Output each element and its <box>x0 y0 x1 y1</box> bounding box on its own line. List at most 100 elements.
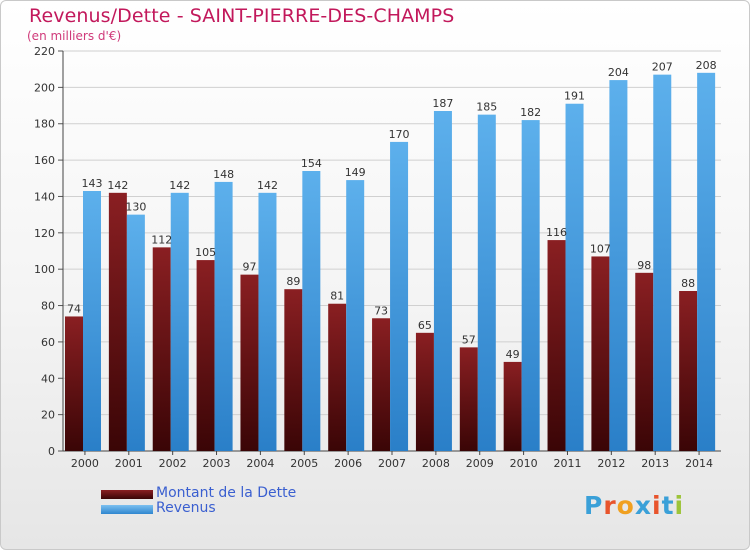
logo-letter: i <box>674 491 685 520</box>
bar-dette <box>415 332 434 451</box>
bar-revenus <box>697 72 716 452</box>
value-label-revenus: 149 <box>345 166 366 179</box>
x-tick-label: 2014 <box>685 457 713 470</box>
bar-revenus <box>477 114 496 452</box>
y-tick-label: 180 <box>34 118 55 131</box>
y-tick-label: 80 <box>41 300 55 313</box>
value-label-revenus: 185 <box>476 101 497 114</box>
bar-dette <box>372 318 391 451</box>
bar-dette <box>547 240 566 451</box>
bar-dette <box>635 272 654 451</box>
value-label-revenus: 170 <box>389 128 410 141</box>
value-label-dette: 57 <box>462 333 476 346</box>
x-tick-label: 2005 <box>290 457 318 470</box>
value-label-dette: 107 <box>590 242 611 255</box>
value-label-dette: 98 <box>637 259 651 272</box>
y-tick-label: 160 <box>34 154 55 167</box>
x-tick-label: 2012 <box>597 457 625 470</box>
value-label-dette: 142 <box>107 179 128 192</box>
value-label-revenus: 148 <box>213 168 234 181</box>
bar-dette <box>152 247 171 451</box>
logo-letter: t <box>661 491 675 520</box>
value-label-revenus: 154 <box>301 157 322 170</box>
bar-revenus <box>258 192 277 451</box>
x-tick-label: 2009 <box>466 457 494 470</box>
value-label-dette: 116 <box>546 226 567 239</box>
x-tick-label: 2010 <box>510 457 538 470</box>
value-label-revenus: 130 <box>125 201 146 214</box>
bar-revenus <box>433 111 452 451</box>
value-label-revenus: 191 <box>564 90 585 103</box>
value-label-dette: 73 <box>374 304 388 317</box>
bar-revenus <box>170 192 189 451</box>
value-label-dette: 49 <box>506 348 520 361</box>
value-label-revenus: 182 <box>520 106 541 119</box>
x-tick-label: 2002 <box>159 457 187 470</box>
value-label-dette: 81 <box>330 290 344 303</box>
bar-dette <box>503 361 522 451</box>
bar-dette <box>459 347 478 451</box>
bar-revenus <box>346 180 365 451</box>
bar-revenus <box>609 80 628 451</box>
x-tick-label: 2011 <box>553 457 581 470</box>
x-tick-label: 2008 <box>422 457 450 470</box>
bar-dette <box>679 291 698 451</box>
bar-revenus <box>126 214 145 451</box>
logo-letter: P <box>584 491 604 520</box>
value-label-revenus: 208 <box>696 59 717 72</box>
bar-dette <box>591 256 610 451</box>
bar-dette <box>196 260 215 451</box>
proxiti-logo: Proxiti <box>584 491 684 520</box>
x-tick-label: 2013 <box>641 457 669 470</box>
y-tick-label: 100 <box>34 263 55 276</box>
value-label-dette: 112 <box>151 233 172 246</box>
bar-revenus <box>390 141 409 451</box>
x-tick-label: 2004 <box>246 457 274 470</box>
value-label-revenus: 207 <box>652 61 673 74</box>
value-label-revenus: 142 <box>257 179 278 192</box>
x-tick-label: 2006 <box>334 457 362 470</box>
value-label-dette: 97 <box>242 261 256 274</box>
y-tick-label: 200 <box>34 81 55 94</box>
bar-revenus <box>302 171 321 451</box>
bar-revenus <box>83 191 101 451</box>
value-label-dette: 88 <box>681 277 695 290</box>
value-label-dette: 89 <box>286 275 300 288</box>
value-label-dette: 65 <box>418 319 432 332</box>
y-tick-label: 40 <box>41 372 55 385</box>
x-tick-label: 2003 <box>203 457 231 470</box>
value-label-dette: 74 <box>67 302 81 315</box>
value-label-revenus: 143 <box>82 177 103 190</box>
legend-label-dette: Montant de la Dette <box>156 485 297 501</box>
value-label-revenus: 187 <box>432 97 453 110</box>
x-tick-label: 2000 <box>71 457 99 470</box>
y-tick-label: 140 <box>34 190 55 203</box>
value-label-revenus: 204 <box>608 66 629 79</box>
value-label-revenus: 142 <box>169 179 190 192</box>
bar-revenus <box>521 120 540 451</box>
bar-dette <box>240 274 259 451</box>
y-tick-label: 0 <box>48 445 55 458</box>
legend-label-revenus: Revenus <box>156 500 216 516</box>
logo-letter: i <box>652 491 662 520</box>
bar-dette <box>65 316 83 451</box>
x-tick-label: 2001 <box>115 457 143 470</box>
bar-dette <box>108 192 127 451</box>
bar-dette <box>284 289 303 451</box>
y-tick-label: 120 <box>34 227 55 240</box>
y-tick-label: 220 <box>34 45 55 58</box>
bar-revenus <box>565 103 584 452</box>
y-tick-label: 20 <box>41 409 55 422</box>
bar-revenus <box>214 181 233 451</box>
chart-subtitle: (en milliers d'€) <box>27 29 122 43</box>
bar-dette <box>328 303 347 451</box>
chart-title: Revenus/Dette - SAINT-PIERRE-DES-CHAMPS <box>29 5 455 27</box>
logo-letter: x <box>634 491 652 520</box>
y-tick-label: 60 <box>41 336 55 349</box>
x-tick-label: 2007 <box>378 457 406 470</box>
logo-letter: o <box>616 491 635 520</box>
legend-swatch-dette <box>101 490 153 499</box>
legend-swatch-revenus <box>101 505 153 514</box>
